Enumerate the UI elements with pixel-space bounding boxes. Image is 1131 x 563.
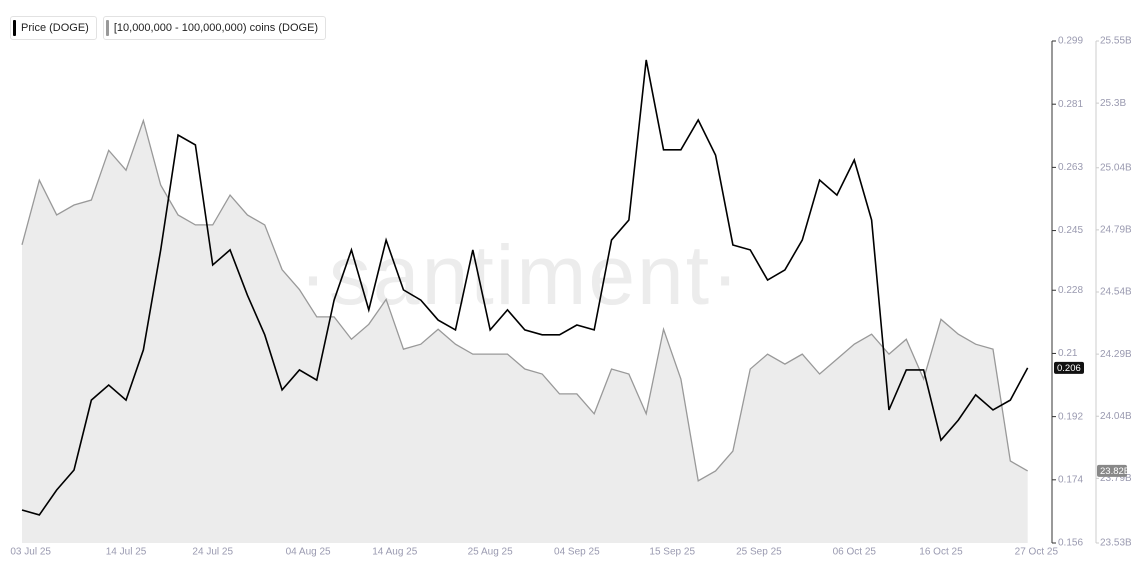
badge-label: 23.82B: [1100, 466, 1130, 477]
x-tick-label: 24 Jul 25: [192, 547, 233, 558]
x-tick-label: 03 Jul 25: [10, 547, 51, 558]
x-tick-label: 25 Sep 25: [736, 547, 782, 558]
badge-bg: [1097, 464, 1127, 477]
legend: Price (DOGE) [10,000,000 - 100,000,000) c…: [10, 16, 327, 40]
x-tick-label: 25 Aug 25: [468, 547, 513, 558]
badge-bg: [1054, 361, 1084, 374]
y-tick-label: 0.192: [1058, 411, 1083, 422]
y-tick-label: 0.281: [1058, 99, 1083, 110]
x-tick-label: 14 Aug 25: [372, 547, 417, 558]
y2-tick-label: 24.79B: [1100, 225, 1131, 236]
x-tick-label: 14 Jul 25: [106, 547, 147, 558]
legend-swatch: [13, 20, 16, 36]
y2-tick-label: 24.29B: [1100, 349, 1131, 360]
badge-label: 0.206: [1057, 363, 1081, 374]
x-tick-label: 04 Sep 25: [554, 547, 600, 558]
y2-tick-label: 25.3B: [1100, 98, 1126, 109]
y2-tick-label: 25.04B: [1100, 162, 1131, 173]
last-value-badge: 23.82B: [1097, 464, 1130, 477]
area-fill: [22, 120, 1028, 543]
y2-tick-label: 24.04B: [1100, 411, 1131, 422]
y2-tick-label: 23.79B: [1100, 473, 1131, 484]
watermark: ·santiment·: [299, 228, 741, 322]
legend-label: Price (DOGE): [21, 22, 89, 34]
x-tick-label: 16 Oct 25: [919, 547, 963, 558]
y-tick-label: 0.21: [1058, 348, 1078, 359]
x-tick-label: 15 Sep 25: [649, 547, 695, 558]
legend-swatch: [105, 20, 109, 36]
last-value-badge: 0.206: [1054, 361, 1084, 374]
y-tick-label: 0.156: [1058, 538, 1083, 549]
x-tick-label: 27 Oct 25: [1015, 547, 1059, 558]
y2-tick-label: 25.55B: [1100, 36, 1131, 47]
y2-tick-label: 24.54B: [1100, 287, 1131, 298]
y2-tick-label: 23.53B: [1100, 538, 1131, 549]
y-tick-label: 0.245: [1058, 225, 1083, 236]
legend-item[interactable]: [10,000,000 - 100,000,000) coins (DOGE): [102, 16, 327, 40]
y-tick-label: 0.299: [1058, 36, 1083, 47]
area-line: [21, 118, 1028, 482]
price-line: [21, 59, 1029, 516]
y-tick-label: 0.263: [1058, 162, 1083, 173]
x-tick-label: 06 Oct 25: [833, 547, 877, 558]
x-tick-label: 04 Aug 25: [286, 547, 331, 558]
legend-label: [10,000,000 - 100,000,000) coins (DOGE): [113, 22, 319, 34]
y-tick-label: 0.228: [1058, 285, 1083, 296]
y-tick-label: 0.174: [1058, 474, 1083, 485]
legend-item[interactable]: Price (DOGE): [10, 16, 97, 40]
